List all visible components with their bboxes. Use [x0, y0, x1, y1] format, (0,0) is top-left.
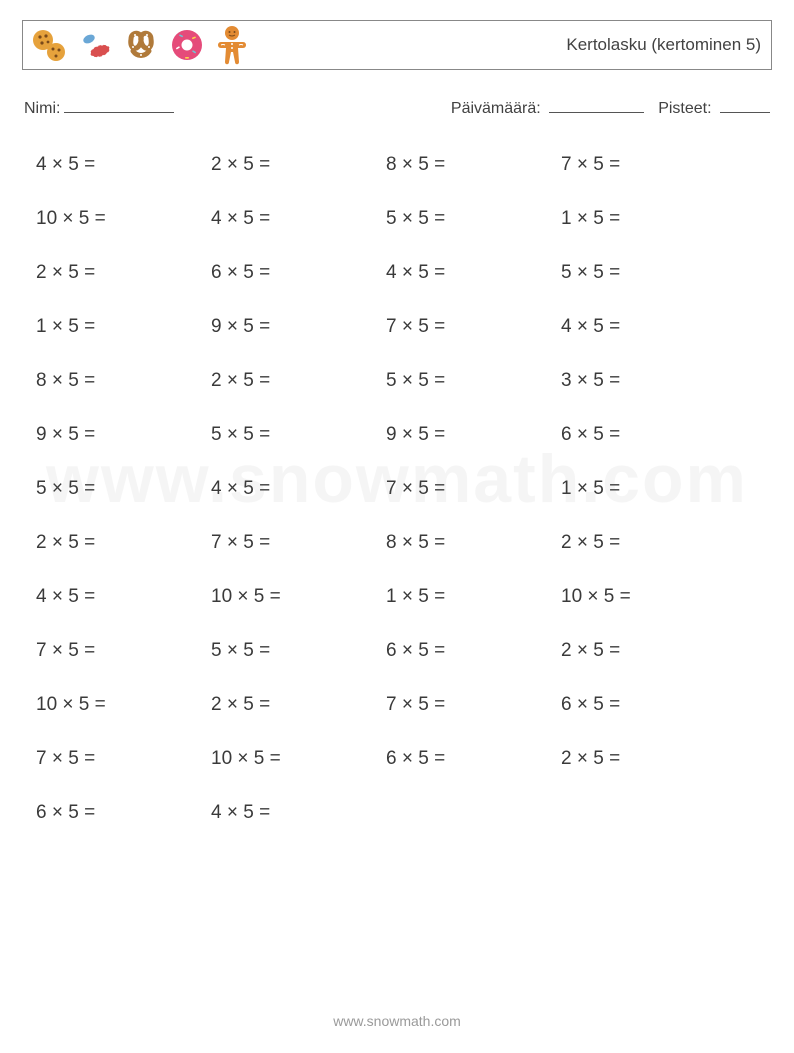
problem: 7 × 5 = [386, 478, 561, 500]
problem: 6 × 5 = [561, 694, 736, 716]
problem: 8 × 5 = [36, 370, 211, 392]
header-box: Kertolasku (kertominen 5) [22, 20, 772, 70]
date-blank[interactable] [549, 96, 644, 113]
name-field: Nimi: [24, 96, 174, 118]
problem: 5 × 5 = [211, 640, 386, 662]
problem: 5 × 5 = [386, 370, 561, 392]
problem: 6 × 5 = [386, 748, 561, 770]
worksheet-title: Kertolasku (kertominen 5) [566, 35, 761, 55]
problem: 9 × 5 = [36, 424, 211, 446]
score-field: Pisteet: [658, 96, 770, 118]
name-label: Nimi: [24, 100, 60, 118]
problem: 9 × 5 = [211, 316, 386, 338]
problem: 2 × 5 = [36, 262, 211, 284]
problem: 4 × 5 = [36, 154, 211, 176]
problem: 5 × 5 = [386, 208, 561, 230]
header-icons [29, 24, 251, 66]
date-field: Päivämäärä: [451, 96, 644, 118]
problem: 2 × 5 = [561, 748, 736, 770]
problem: 5 × 5 = [36, 478, 211, 500]
problem: 8 × 5 = [386, 532, 561, 554]
date-label: Päivämäärä: [451, 100, 541, 117]
score-label: Pisteet: [658, 100, 711, 117]
problem: 5 × 5 = [211, 424, 386, 446]
problem: 2 × 5 = [561, 640, 736, 662]
meta-row: Nimi: Päivämäärä: Pisteet: [24, 96, 770, 118]
problem: 1 × 5 = [36, 316, 211, 338]
problem: 10 × 5 = [211, 748, 386, 770]
problem: 4 × 5 = [386, 262, 561, 284]
problem: 7 × 5 = [36, 640, 211, 662]
problem: 10 × 5 = [36, 694, 211, 716]
problem: 5 × 5 = [561, 262, 736, 284]
problem: 6 × 5 = [36, 802, 211, 824]
score-blank[interactable] [720, 96, 770, 113]
problem: 2 × 5 = [211, 370, 386, 392]
problem: 7 × 5 = [386, 694, 561, 716]
pretzel-icon [121, 25, 161, 65]
candy-icon [75, 25, 115, 65]
problem: 1 × 5 = [386, 586, 561, 608]
footer-link[interactable]: www.snowmath.com [0, 1013, 794, 1029]
problem: 4 × 5 = [211, 802, 386, 824]
problem: 2 × 5 = [211, 694, 386, 716]
problems-grid: 4 × 5 =2 × 5 =8 × 5 =7 × 5 =10 × 5 =4 × … [36, 154, 772, 824]
problem: 7 × 5 = [211, 532, 386, 554]
problem: 3 × 5 = [561, 370, 736, 392]
problem: 7 × 5 = [386, 316, 561, 338]
cookies-icon [29, 25, 69, 65]
problem: 8 × 5 = [386, 154, 561, 176]
problem: 2 × 5 = [561, 532, 736, 554]
gingerbread-icon [213, 24, 251, 66]
problem: 6 × 5 = [386, 640, 561, 662]
problem: 10 × 5 = [36, 208, 211, 230]
problem: 4 × 5 = [561, 316, 736, 338]
problem: 7 × 5 = [561, 154, 736, 176]
problem: 7 × 5 = [36, 748, 211, 770]
problem: 2 × 5 = [36, 532, 211, 554]
donut-icon [167, 25, 207, 65]
problem: 4 × 5 = [211, 478, 386, 500]
problem: 6 × 5 = [211, 262, 386, 284]
problem: 9 × 5 = [386, 424, 561, 446]
problem: 6 × 5 = [561, 424, 736, 446]
problem: 4 × 5 = [36, 586, 211, 608]
problem: 1 × 5 = [561, 478, 736, 500]
problem: 10 × 5 = [211, 586, 386, 608]
problem: 2 × 5 = [211, 154, 386, 176]
name-blank[interactable] [64, 96, 174, 113]
problem: 1 × 5 = [561, 208, 736, 230]
problem: 10 × 5 = [561, 586, 736, 608]
problem: 4 × 5 = [211, 208, 386, 230]
